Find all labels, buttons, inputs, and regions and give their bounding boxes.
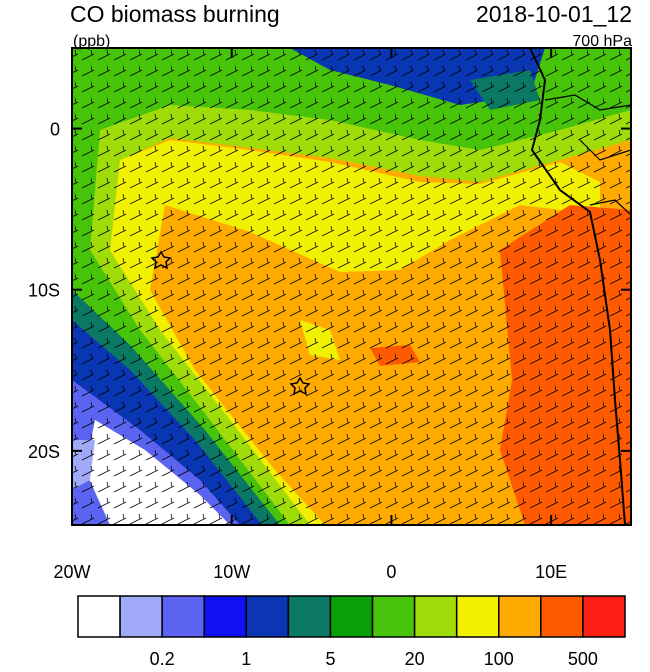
y-tick-label: 10S — [28, 281, 60, 301]
y-tick-label: 20S — [28, 442, 60, 462]
colorbar-box — [413, 595, 458, 638]
colorbar-label: 20 — [405, 649, 425, 667]
colorbar-box — [540, 595, 584, 638]
colorbar-box — [455, 595, 500, 638]
valid-time: 2018-10-01_12 — [476, 1, 632, 27]
x-tick-label: 20W — [53, 562, 90, 582]
colorbar-box — [245, 595, 290, 638]
colorbar-box — [287, 595, 332, 638]
colorbar-label: 1 — [241, 649, 251, 667]
x-tick-label: 0 — [386, 562, 396, 582]
colorbar-box — [77, 595, 121, 638]
colorbar-box — [498, 595, 542, 638]
colorbar-box — [371, 595, 416, 638]
colorbar-label: 100 — [484, 649, 514, 667]
colorbar-box — [119, 595, 163, 638]
colorbar-box — [203, 595, 248, 638]
colorbar-box — [161, 595, 205, 638]
x-tick-label: 10E — [535, 562, 567, 582]
axes: 20W 10W 0 10E 0 10S 20S — [28, 48, 631, 582]
units: (ppb) — [73, 33, 110, 50]
x-tick-label: 10W — [213, 562, 250, 582]
pressure-level: 700 hPa — [572, 33, 632, 50]
colorbar-box — [582, 595, 626, 638]
map-frame — [71, 47, 632, 526]
y-tick-label: 0 — [50, 120, 60, 140]
colorbar-box — [329, 595, 374, 638]
colorbar: 0.2 1 5 20 100 500 — [77, 595, 626, 669]
co-field — [72, 48, 631, 525]
colorbar-label: 500 — [568, 649, 598, 667]
colorbar-label: 5 — [325, 649, 335, 667]
title: CO biomass burning — [70, 1, 280, 27]
colorbar-label: 0.2 — [150, 649, 175, 667]
